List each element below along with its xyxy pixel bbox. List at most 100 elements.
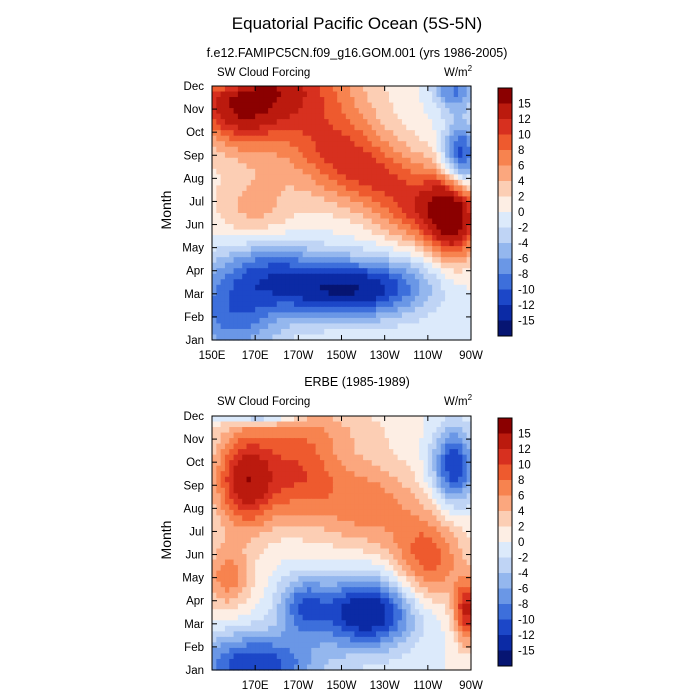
heatmap-cell [319,598,325,605]
heatmap-cell [263,240,269,247]
heatmap-cell [289,207,295,214]
heatmap-cell [440,163,446,170]
heatmap-cell [315,515,321,522]
heatmap-cell [406,113,412,120]
heatmap-cell [445,592,451,599]
heatmap-cell [440,548,446,555]
heatmap-cell [371,443,377,450]
heatmap-cell [419,97,425,104]
heatmap-cell [255,262,261,269]
heatmap-cell [380,146,386,153]
heatmap-cell [453,168,459,175]
heatmap-cell [263,190,269,198]
heatmap-cell [363,97,368,104]
heatmap-cell [358,312,364,319]
heatmap-cell [242,268,248,275]
heatmap-cell [281,526,286,533]
heatmap-cell [466,427,472,434]
heatmap-cell [289,317,295,325]
heatmap-cell [220,91,226,98]
heatmap-cell [380,493,386,500]
heatmap-cell [466,531,472,539]
heatmap-cell [220,213,226,220]
heatmap-cell [410,284,416,291]
heatmap-cell [337,251,343,258]
heatmap-cell [237,520,243,528]
heatmap-cell [263,295,269,302]
heatmap-cell [237,548,243,555]
heatmap-cell [427,587,433,594]
heatmap-cell [328,224,334,231]
heatmap-cell [401,152,407,159]
heatmap-cell [406,603,412,610]
heatmap-cell [427,179,433,186]
heatmap-cell [388,421,394,428]
heatmap-cell [401,119,407,126]
heatmap-cell [345,108,351,115]
heatmap-cell [423,471,429,478]
heatmap-cell [328,537,334,544]
heatmap-cell [263,432,269,439]
heatmap-cell [406,124,412,131]
heatmap-cell [393,157,399,164]
heatmap-cell [212,554,217,561]
heatmap-cell [397,218,403,225]
heatmap-cell [289,235,295,242]
heatmap-cell [324,328,330,336]
heatmap-cell [224,201,230,209]
heatmap-cell [242,576,248,583]
heatmap-cell [337,268,343,275]
heatmap-cell [436,317,442,325]
heatmap-cell [233,543,239,550]
heatmap-cell [458,526,463,533]
heatmap-cell [255,427,261,434]
heatmap-cell [224,295,230,302]
heatmap-cell [367,509,373,516]
heatmap-cell [432,548,438,555]
heatmap-cell [216,416,222,423]
heatmap-cell [371,224,377,231]
heatmap-cell [315,168,321,175]
heatmap-cell [302,152,308,159]
heatmap-cell [393,179,399,186]
heatmap-cell [419,554,425,561]
heatmap-cell [393,235,399,242]
heatmap-cell [345,301,351,308]
heatmap-cell [414,240,420,247]
heatmap-cell [466,141,472,148]
heatmap-cell [246,465,252,472]
heatmap-cell [423,113,429,120]
heatmap-cell [259,196,265,203]
heatmap-cell [406,246,412,253]
heatmap-cell [224,218,230,225]
heatmap-cell [445,301,451,308]
heatmap-cell [363,493,368,500]
heatmap-cell [345,306,351,313]
heatmap-cell [462,432,468,439]
heatmap-cell [263,323,269,330]
heatmap-cell [354,108,360,115]
heatmap-cell [255,471,261,478]
heatmap-cell [255,235,261,242]
heatmap-cell [315,592,321,599]
heatmap-cell [401,146,407,153]
colorbar-swatch [498,88,512,104]
heatmap-cell [341,598,347,605]
heatmap-cell [376,268,381,275]
heatmap-cell [341,587,347,594]
heatmap-cell [337,487,343,494]
heatmap-cell [259,157,265,164]
heatmap-cell [354,465,360,472]
heatmap-cell [466,218,472,225]
heatmap-cell [306,471,312,478]
heatmap-cell [302,471,308,478]
heatmap-cell [263,454,269,461]
heatmap-cell [311,97,317,104]
heatmap-cell [401,334,407,341]
heatmap-cell [281,273,286,280]
heatmap-cell [354,229,360,236]
heatmap-cell [255,504,261,511]
heatmap-cell [380,482,386,489]
heatmap-cell [328,504,334,511]
heatmap-cell [458,559,463,566]
